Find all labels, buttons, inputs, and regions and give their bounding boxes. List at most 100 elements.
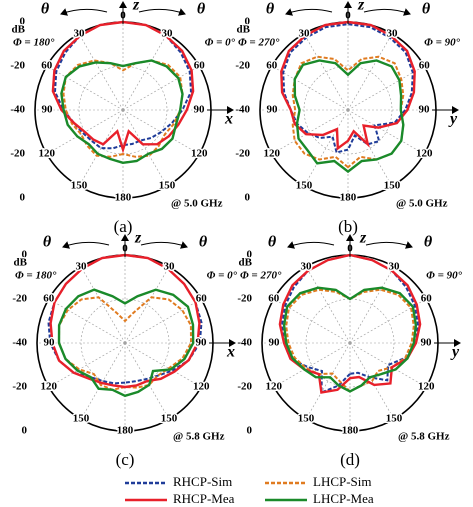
angle-label: 120 xyxy=(39,148,56,160)
grid-spoke xyxy=(122,109,168,187)
pattern-line xyxy=(282,23,414,154)
angle-label: 120 xyxy=(266,381,283,393)
r-tick-label: -40 xyxy=(235,104,250,116)
h-axis-label: y xyxy=(448,111,458,128)
caption: (c) xyxy=(116,450,135,469)
grid-spoke xyxy=(303,109,349,187)
r-tick-label: -40 xyxy=(10,104,25,116)
grid-spoke xyxy=(271,65,349,111)
h-axis-label: y xyxy=(450,344,460,361)
angle-label: 180 xyxy=(115,192,132,204)
angle-label: 120 xyxy=(193,381,210,393)
legend-label: RHCP-Mea xyxy=(173,491,235,506)
angle-label: 180 xyxy=(342,425,359,437)
grid-spoke xyxy=(122,65,200,111)
pattern-line xyxy=(282,286,418,393)
grid-spoke xyxy=(48,298,126,344)
angle-label: 90 xyxy=(44,337,56,349)
r-tick-label: 0 xyxy=(22,249,28,261)
angle-label: 180 xyxy=(340,192,357,204)
angle-label: 150 xyxy=(296,180,313,192)
angle-label: 150 xyxy=(386,413,403,425)
legend-label: LHCP-Mea xyxy=(313,491,374,506)
angle-label: 150 xyxy=(384,180,401,192)
grid-spoke xyxy=(349,342,427,388)
theta-label: θ xyxy=(422,1,431,18)
polar-chart: 0306090120150180306090120150-40-20-2000z… xyxy=(234,0,461,236)
angle-label: 150 xyxy=(71,180,88,192)
theta-arrow-left xyxy=(62,241,110,249)
caption: (d) xyxy=(340,450,360,469)
grid-spoke xyxy=(80,266,126,344)
phi-left: Φ = 270° xyxy=(240,270,282,282)
grid-spoke xyxy=(122,33,168,111)
unit-label: dB xyxy=(14,257,28,269)
theta-label: θ xyxy=(41,1,50,18)
r-tick-label: -20 xyxy=(235,148,250,160)
theta-arrow-right xyxy=(140,241,188,249)
angle-label: 150 xyxy=(159,180,176,192)
angle-label: 90 xyxy=(42,104,54,116)
pattern-line xyxy=(293,59,405,174)
angle-label: 30 xyxy=(164,260,176,272)
angle-label: 120 xyxy=(191,148,208,160)
polar-chart: 0306090120150180306090120150-40-20-2000z… xyxy=(11,230,238,469)
angle-label: 150 xyxy=(161,413,178,425)
angle-label: 60 xyxy=(41,60,53,72)
theta-arrow-left xyxy=(285,8,333,16)
angle-label: 90 xyxy=(194,104,206,116)
grid-spoke xyxy=(48,342,126,388)
theta-arrow-right xyxy=(365,241,413,249)
angle-label: 60 xyxy=(196,293,208,305)
angle-label: 90 xyxy=(196,337,208,349)
grid-spoke xyxy=(78,109,124,187)
r-tick-label: -20 xyxy=(237,293,252,305)
grid-spoke xyxy=(124,298,202,344)
theta-label: θ xyxy=(268,234,277,251)
legend-label: LHCP-Sim xyxy=(313,474,372,489)
angle-label: 30 xyxy=(301,260,313,272)
grid-spoke xyxy=(124,266,170,344)
theta-label: θ xyxy=(424,234,433,251)
angle-label: 120 xyxy=(264,148,281,160)
grid-spoke xyxy=(124,342,202,388)
theta-label: θ xyxy=(199,234,208,251)
angle-label: 60 xyxy=(266,60,278,72)
theta-arrow-left xyxy=(60,8,108,16)
angle-label: 60 xyxy=(268,293,280,305)
grid-spoke xyxy=(347,109,393,187)
grid-spoke xyxy=(349,266,395,344)
angle-label: 30 xyxy=(76,260,88,272)
r-tick-label: -20 xyxy=(12,381,27,393)
grid-spoke xyxy=(78,33,124,111)
phi-left: Φ = 180° xyxy=(13,37,55,49)
r-tick-label: 0 xyxy=(247,425,253,437)
r-tick-label: -40 xyxy=(12,337,27,349)
legend: RHCP-Sim LHCP-Sim RHCP-Mea LHCP-Mea xyxy=(125,474,374,506)
r-tick-label: 0 xyxy=(247,249,253,261)
angle-label: 120 xyxy=(418,381,435,393)
r-tick-label: -40 xyxy=(237,337,252,349)
phi-left: Φ = 180° xyxy=(15,270,57,282)
angle-label: 120 xyxy=(416,148,433,160)
r-tick-label: 0 xyxy=(245,16,251,28)
phi-right: Φ = 90° xyxy=(424,37,460,49)
unit-label: dB xyxy=(239,257,253,269)
r-tick-label: -20 xyxy=(12,293,27,305)
grid-spoke xyxy=(271,109,349,155)
angle-label: 30 xyxy=(162,27,174,39)
angle-label: 30 xyxy=(74,27,86,39)
phi-right: Φ = 0° xyxy=(205,37,236,49)
unit-label: dB xyxy=(237,24,251,36)
angle-label: 60 xyxy=(419,60,431,72)
grid-spoke xyxy=(347,33,393,111)
grid-spoke xyxy=(305,342,351,420)
grid-spoke xyxy=(305,266,351,344)
pattern-line xyxy=(60,59,184,165)
r-tick-label: 0 xyxy=(22,425,28,437)
angle-label: 60 xyxy=(421,293,433,305)
phi-right: Φ = 90° xyxy=(426,270,462,282)
annotation: @ 5.0 GHz xyxy=(171,198,223,210)
pattern-line xyxy=(57,296,193,391)
annotation: @ 5.8 GHz xyxy=(398,431,450,443)
